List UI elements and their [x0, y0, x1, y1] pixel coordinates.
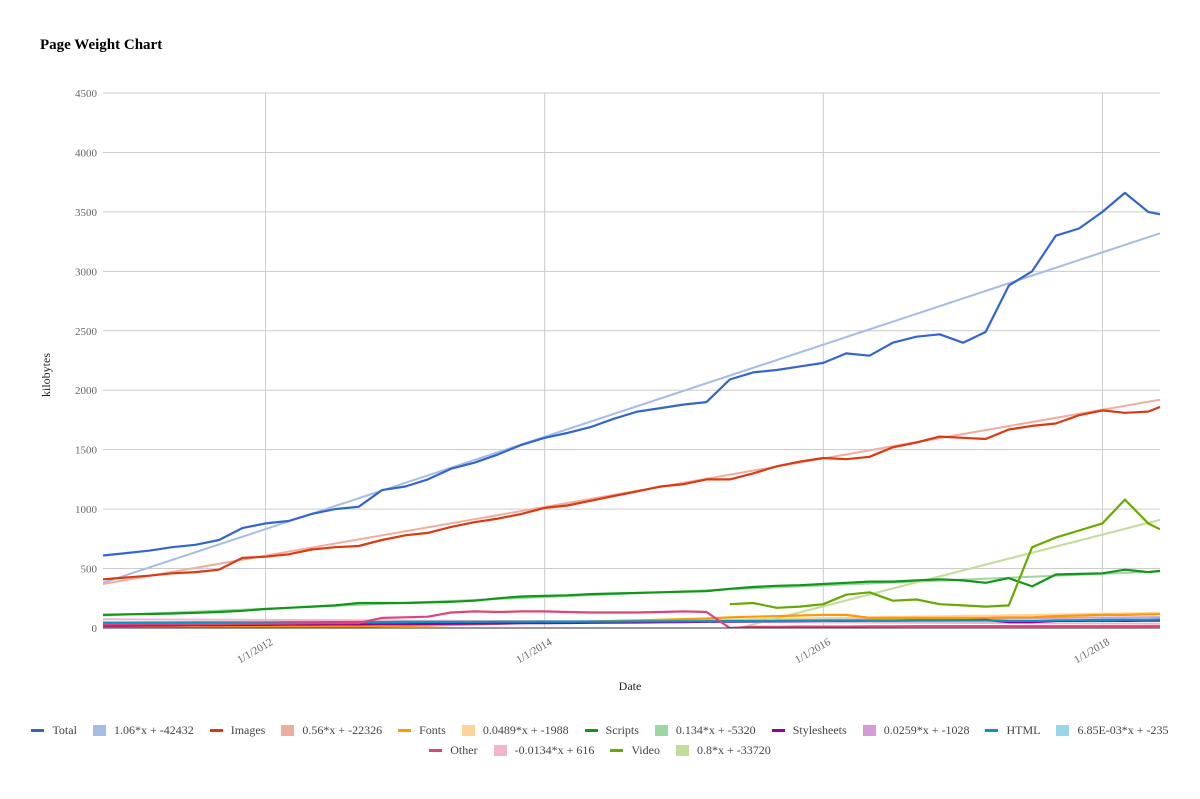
legend-label: Stylesheets [792, 722, 847, 737]
legend-item[interactable]: Video [610, 742, 660, 758]
legend-swatch [92, 724, 106, 736]
legend-swatch [281, 724, 295, 736]
trendline [738, 518, 1160, 628]
legend-label: 1.06*x + -42432 [113, 722, 194, 737]
series-line [103, 610, 1160, 628]
y-axis-label: kilobytes [39, 353, 53, 397]
series-line [729, 498, 1160, 609]
series-line [103, 191, 1160, 557]
grid [103, 92, 1160, 629]
legend-label: Other [450, 742, 478, 757]
legend: Total 1.06*x + -42432 Images 0.56*x + -2232… [20, 722, 1180, 758]
x-axis-label: Date [619, 679, 642, 693]
legend-label: Total [52, 722, 77, 737]
legend-item[interactable]: Stylesheets [771, 722, 847, 738]
series-line [103, 618, 1160, 624]
chart: Page Weight Chart Date kilobytes 0 500 100… [39, 37, 1160, 693]
y-tick-label: 4500 [75, 88, 98, 100]
legend-item[interactable]: 0.56*x + -22326 [281, 722, 382, 738]
legend-item[interactable]: 0.8*x + -33720 [675, 742, 771, 758]
y-tick-label: 0 [92, 623, 98, 635]
x-tick-label: 1/1/2016 [793, 636, 833, 666]
trendline [103, 232, 1160, 584]
legend-item[interactable]: Other [429, 742, 478, 758]
legend-item[interactable]: 0.134*x + -5320 [654, 722, 756, 738]
legend-swatch [31, 728, 45, 732]
legend-label: -0.0134*x + 616 [514, 742, 595, 757]
legend-swatch [429, 748, 443, 752]
y-tick-label: 2000 [75, 385, 98, 397]
legend-item[interactable]: -0.0134*x + 616 [493, 742, 595, 758]
legend-swatch [675, 744, 689, 756]
y-tick-label: 1500 [75, 445, 98, 457]
legend-label: 6.85E-03*x + -235 [1077, 722, 1169, 737]
legend-label: 0.8*x + -33720 [696, 742, 771, 757]
legend-item[interactable]: 1.06*x + -42432 [92, 722, 194, 738]
legend-swatch [461, 724, 475, 736]
x-tick-label: 1/1/2018 [1072, 636, 1112, 666]
plot-area [103, 191, 1160, 628]
legend-label: Scripts [605, 722, 639, 737]
legend-label: 0.56*x + -22326 [302, 722, 383, 737]
y-tick-label: 2500 [75, 326, 98, 338]
series-line [103, 568, 1160, 616]
y-tick-label: 3000 [75, 266, 98, 278]
legend-item[interactable]: 0.0259*x + -1028 [862, 722, 970, 738]
legend-label: Fonts [419, 722, 446, 737]
legend-label: 0.134*x + -5320 [675, 722, 756, 737]
legend-item[interactable]: HTML [985, 722, 1040, 738]
legend-swatch [610, 748, 624, 752]
y-tick-label: 500 [81, 564, 98, 576]
legend-label: Video [631, 742, 660, 757]
legend-item[interactable]: Total [31, 722, 77, 738]
legend-item[interactable]: 6.85E-03*x + -235 [1056, 722, 1169, 738]
legend-swatch [862, 724, 876, 736]
legend-label: Images [230, 722, 266, 737]
legend-swatch [654, 724, 668, 736]
legend-swatch [209, 728, 223, 732]
legend-item[interactable]: 0.0489*x + -1988 [461, 722, 569, 738]
legend-swatch [1056, 724, 1070, 736]
legend-swatch [771, 728, 785, 732]
legend-label: 0.0489*x + -1988 [482, 722, 569, 737]
legend-item[interactable]: Scripts [584, 722, 639, 738]
legend-swatch [398, 728, 412, 732]
legend-item[interactable]: Fonts [398, 722, 446, 738]
legend-swatch [493, 744, 507, 756]
legend-swatch [985, 728, 999, 732]
y-tick-label: 1000 [75, 504, 98, 516]
legend-label: HTML [1006, 722, 1041, 737]
y-tick-label: 3500 [75, 207, 98, 219]
x-tick-label: 1/1/2014 [514, 636, 554, 666]
x-tick-label: 1/1/2012 [235, 636, 275, 666]
legend-swatch [584, 728, 598, 732]
legend-item[interactable]: Images [209, 722, 266, 738]
chart-title: Page Weight Chart [40, 37, 162, 53]
y-tick-label: 4000 [75, 147, 98, 159]
legend-label: 0.0259*x + -1028 [883, 722, 970, 737]
series-line [103, 405, 1160, 581]
